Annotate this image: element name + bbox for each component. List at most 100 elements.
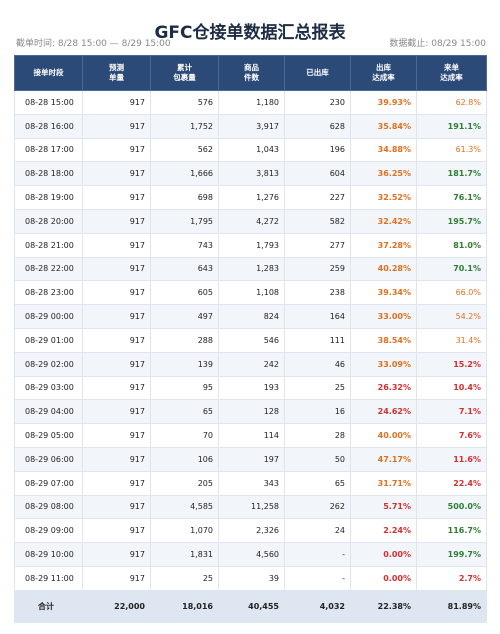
cell: 11,258 (218, 494, 285, 520)
cell: 24.62% (350, 399, 417, 425)
data-row: 08-28 22:00 917 643 1,283 259 40.28% 70.1% (14, 256, 487, 282)
cell: 31.4% (416, 327, 487, 353)
header-row: 接单时段 预测 单量 累计 包裹量 商品 件数 已出库 出库 达成率 来单 达成率 (14, 55, 487, 91)
title: GFC仓接单数据汇总报表 (154, 23, 346, 43)
data-row: 08-28 23:00 917 605 1,108 238 39.34% 66.0% (14, 280, 487, 306)
cell: 61.3% (416, 137, 487, 163)
cell: 40.28% (350, 256, 417, 282)
cell: 114 (218, 423, 285, 448)
total-cell: 18,016 (150, 589, 219, 623)
header-text: 包裹量 (173, 73, 196, 82)
cell: 196 (284, 137, 351, 163)
cell: 917 (82, 256, 151, 282)
report-table: 接单时段 预测 单量 累计 包裹量 商品 件数 已出库 出库 达成率 来单 达成率 08-28 15:… (14, 55, 487, 623)
cell: 1,831 (150, 542, 219, 567)
header-text: 接单时段 (33, 68, 64, 77)
column-header: 接单时段 (14, 55, 83, 91)
total-cell: 40,455 (218, 589, 285, 623)
data-row: 08-29 05:00 917 70 114 28 40.00% 7.6% (14, 423, 487, 448)
cell: 50 (284, 446, 351, 472)
cell: 08-29 00:00 (14, 304, 83, 329)
data-row: 08-28 20:00 917 1,795 4,272 582 32.42% 195.7% (14, 208, 487, 234)
data-row: 08-28 16:00 917 1,752 3,917 628 35.84% 191.1% (14, 113, 487, 139)
cell: 181.7% (416, 161, 487, 187)
cell: 917 (82, 137, 151, 163)
total-row: 合计 22,000 18,016 40,455 4,032 22.38% 81.89% (14, 589, 487, 623)
cell: 500.0% (416, 494, 487, 520)
total-cell: 4,032 (284, 589, 351, 623)
cell: 08-29 07:00 (14, 470, 83, 496)
cell: 2,326 (218, 518, 285, 544)
cell: 576 (150, 90, 219, 115)
cell: 33.09% (350, 351, 417, 377)
cell: 227 (284, 185, 351, 210)
header-text: 件数 (244, 73, 259, 82)
data-row: 08-29 11:00 917 25 39-0.00% 2.7% (14, 565, 487, 591)
data-row: 08-28 18:00 917 1,666 3,813 604 36.25% 181.7% (14, 161, 487, 187)
cell: 917 (82, 375, 151, 401)
data-row: 08-28 21:00 917 743 1,793 277 37.28% 81.0% (14, 232, 487, 258)
cell: 36.25% (350, 161, 417, 187)
header-text: 商品 (244, 63, 259, 72)
cell: 26.32% (350, 375, 417, 401)
cell: 16 (284, 399, 351, 425)
cell: 54.2% (416, 304, 487, 329)
cell: 917 (82, 446, 151, 472)
total-cell: 合计 (14, 589, 83, 623)
data-row: 08-29 09:00 917 1,070 2,326 24 2.24% 116.7% (14, 518, 487, 544)
cell: - (284, 542, 351, 567)
data-row: 08-29 04:00 917 65 128 16 24.62% 7.1% (14, 399, 487, 425)
cell: 65 (150, 399, 219, 425)
cell: 917 (82, 161, 151, 187)
cell: 604 (284, 161, 351, 187)
cell: 917 (82, 351, 151, 377)
cell: 1,795 (150, 208, 219, 234)
cell: 106 (150, 446, 219, 472)
cell: 1,793 (218, 232, 285, 258)
cell: 1,283 (218, 256, 285, 282)
cell: 25 (284, 375, 351, 401)
header-text: 单量 (109, 73, 124, 82)
cell: 628 (284, 113, 351, 139)
total-cell: 22,000 (82, 589, 151, 623)
cell: 1,752 (150, 113, 219, 139)
cell: 70.1% (416, 256, 487, 282)
right-note: 数据截止: 08/29 15:00 (389, 39, 486, 49)
cell: 917 (82, 494, 151, 520)
header-text: 出库 (376, 63, 391, 72)
cell: 39 (218, 565, 285, 591)
cell: 25 (150, 565, 219, 591)
data-row: 08-29 10:00 917 1,831 4,560-0.00% 199.7% (14, 542, 487, 567)
cell: 1,180 (218, 90, 285, 115)
cell: 08-28 17:00 (14, 137, 83, 163)
column-header: 来单 达成率 (416, 55, 487, 91)
cell: 917 (82, 90, 151, 115)
cell: 08-29 08:00 (14, 494, 83, 520)
data-row: 08-29 03:00 917 95 193 25 26.32% 10.4% (14, 375, 487, 401)
cell: 197 (218, 446, 285, 472)
cell: 11.6% (416, 446, 487, 472)
header-text: 来单 (444, 63, 459, 72)
cell: 262 (284, 494, 351, 520)
cell: 164 (284, 304, 351, 329)
cell: 205 (150, 470, 219, 496)
cell: 62.8% (416, 90, 487, 115)
cell: 95 (150, 375, 219, 401)
cell: 32.52% (350, 185, 417, 210)
data-row: 08-29 07:00 917 205 343 65 31.71% 22.4% (14, 470, 487, 496)
column-header: 已出库 (284, 55, 351, 91)
cell: 08-28 18:00 (14, 161, 83, 187)
column-header: 出库 达成率 (350, 55, 417, 91)
cell: 47.17% (350, 446, 417, 472)
cell: 7.1% (416, 399, 487, 425)
cell: 08-29 11:00 (14, 565, 83, 591)
cell: 259 (284, 256, 351, 282)
data-row: 08-28 19:00 917 698 1,276 227 32.52% 76.1% (14, 185, 487, 210)
cell: 199.7% (416, 542, 487, 567)
cell: 08-29 04:00 (14, 399, 83, 425)
cell: 33.00% (350, 304, 417, 329)
cell: 10.4% (416, 375, 487, 401)
cell: 08-29 09:00 (14, 518, 83, 544)
data-row: 08-29 01:00 917 288 546 111 38.54% 31.4% (14, 327, 487, 353)
cell: 917 (82, 185, 151, 210)
